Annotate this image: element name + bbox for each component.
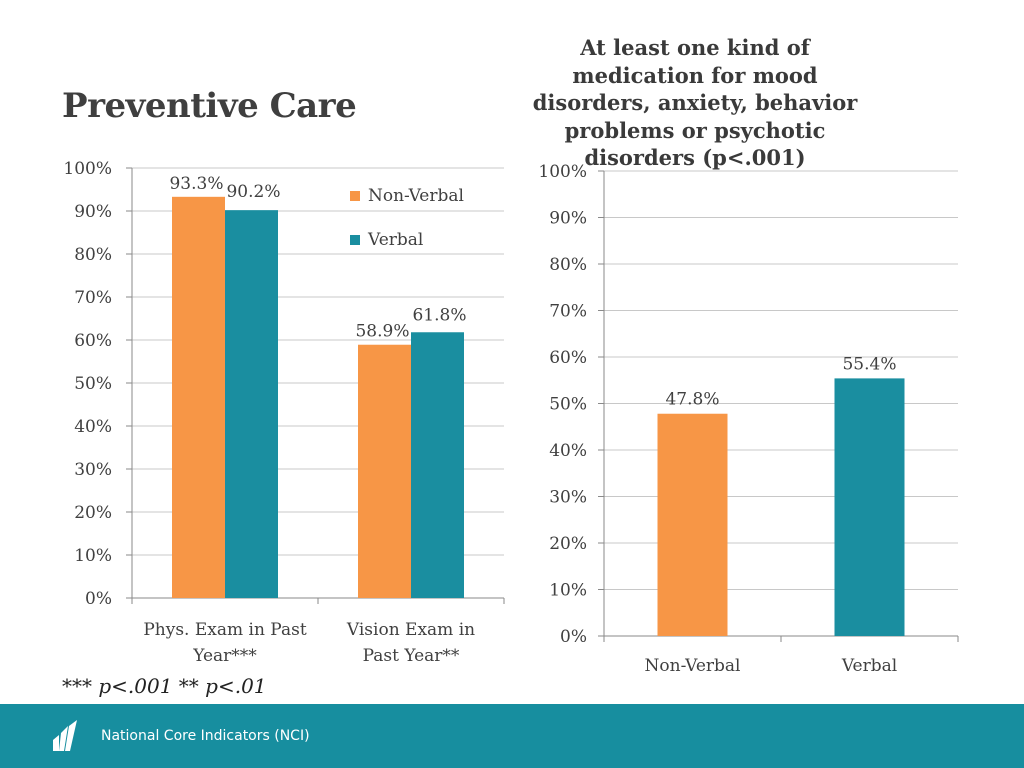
y-tick-label: 60% — [549, 348, 587, 368]
legend-label: Non-Verbal — [368, 186, 464, 206]
right-chart-title: At least one kind of medication for mood… — [532, 35, 858, 170]
footer-bar: National Core Indicators (NCI) — [0, 704, 1024, 768]
data-label: 93.3% — [169, 174, 223, 194]
y-tick-label: 80% — [549, 255, 587, 275]
significance-footnote: *** p<.001 ** p<.01 — [62, 674, 267, 698]
y-tick-label: 40% — [549, 441, 587, 461]
footer-org-name: National Core Indicators (NCI) — [101, 728, 310, 744]
x-category-label: Vision Exam in — [346, 620, 475, 640]
y-tick-label: 60% — [74, 331, 112, 351]
bar-non-verbal — [358, 344, 411, 598]
y-tick-label: 0% — [560, 627, 587, 647]
y-tick-label: 90% — [549, 209, 587, 229]
y-tick-label: 70% — [549, 302, 587, 322]
y-tick-label: 50% — [549, 395, 587, 415]
x-category-label: Past Year** — [363, 646, 460, 666]
y-tick-label: 40% — [74, 417, 112, 437]
bar-verbal — [411, 332, 464, 598]
data-label: 47.8% — [665, 390, 719, 410]
y-tick-label: 80% — [74, 245, 112, 265]
y-tick-label: 20% — [74, 503, 112, 523]
bar-non-verbal — [172, 196, 225, 598]
x-category-label: Verbal — [841, 656, 897, 676]
y-tick-label: 90% — [74, 202, 112, 222]
y-tick-label: 100% — [63, 159, 112, 179]
bar-verbal — [225, 210, 278, 598]
y-tick-label: 10% — [549, 581, 587, 601]
data-label: 90.2% — [226, 182, 280, 202]
y-tick-label: 10% — [74, 546, 112, 566]
y-tick-label: 50% — [74, 374, 112, 394]
y-tick-label: 20% — [549, 534, 587, 554]
x-category-label: Year*** — [192, 646, 257, 666]
legend-swatch-non-verbal — [350, 191, 360, 201]
page-title: Preventive Care — [62, 86, 357, 126]
legend-label: Verbal — [367, 230, 423, 250]
y-tick-label: 30% — [549, 488, 587, 508]
x-category-label: Phys. Exam in Past — [143, 620, 307, 640]
x-category-label: Non-Verbal — [645, 656, 741, 676]
bar-non-verbal — [657, 413, 728, 636]
bar-verbal — [834, 378, 905, 636]
data-label: 61.8% — [412, 305, 466, 325]
data-label: 58.9% — [355, 322, 409, 342]
y-tick-label: 100% — [538, 162, 587, 182]
y-tick-label: 70% — [74, 288, 112, 308]
y-tick-label: 30% — [74, 460, 112, 480]
nci-logo-icon — [53, 720, 77, 751]
y-tick-label: 0% — [85, 589, 112, 609]
legend-swatch-verbal — [350, 235, 360, 245]
data-label: 55.4% — [842, 354, 896, 374]
